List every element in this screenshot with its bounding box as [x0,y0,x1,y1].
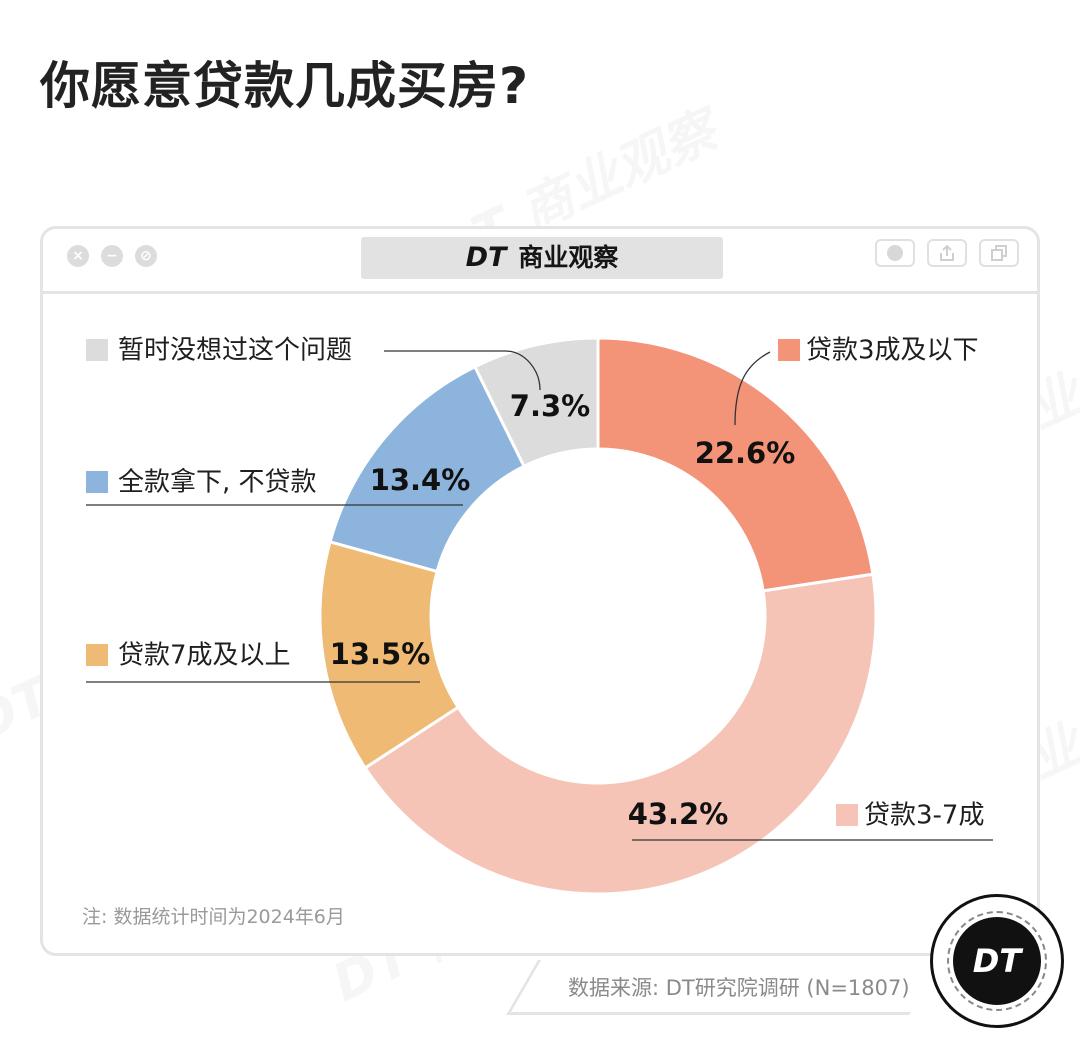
donut-slice [363,572,878,896]
legend-swatch [836,804,858,826]
legend-label: 贷款3成及以下 [806,336,979,366]
legend-label: 暂时没想过这个问题 [118,336,352,366]
legend-label: 贷款3-7成 [864,801,984,831]
legend-swatch [778,339,800,361]
close-icon[interactable]: × [67,245,89,267]
slice-value-label: 13.4% [370,463,471,497]
share-icon[interactable] [927,239,967,267]
expand-icon[interactable]: ⊘ [135,245,157,267]
window-icon[interactable] [979,239,1019,267]
legend-swatch [86,471,108,493]
leader-line [384,350,541,391]
dt-badge: DT [930,894,1064,1028]
legend-swatch [86,339,108,361]
brand-mark: DT [465,242,507,273]
window-titlebar: × − ⊘ DT 商业观察 [43,229,1037,294]
brand-bar: DT 商业观察 [361,237,723,279]
brand-name: 商业观察 [518,243,619,272]
slice-value-label: 22.6% [695,436,796,470]
legend-label: 全款拿下, 不贷款 [118,468,317,498]
source-text: 数据来源: DT研究院调研 (N=1807) [568,976,910,1000]
slice-value-label: 7.3% [510,389,590,423]
footnote: 注: 数据统计时间为2024年6月 [82,906,345,928]
legend-label: 贷款7成及以上 [118,641,291,671]
slice-value-label: 13.5% [330,637,431,671]
leader-line [734,351,771,426]
legend-swatch [86,644,108,666]
record-icon[interactable] [875,239,915,267]
minimize-icon[interactable]: − [101,245,123,267]
page-title: 你愿意贷款几成买房? [40,57,530,115]
dt-badge-label: DT [953,917,1041,1005]
slice-value-label: 43.2% [628,797,729,831]
donut-slice [596,336,875,593]
donut-slice [472,336,600,469]
